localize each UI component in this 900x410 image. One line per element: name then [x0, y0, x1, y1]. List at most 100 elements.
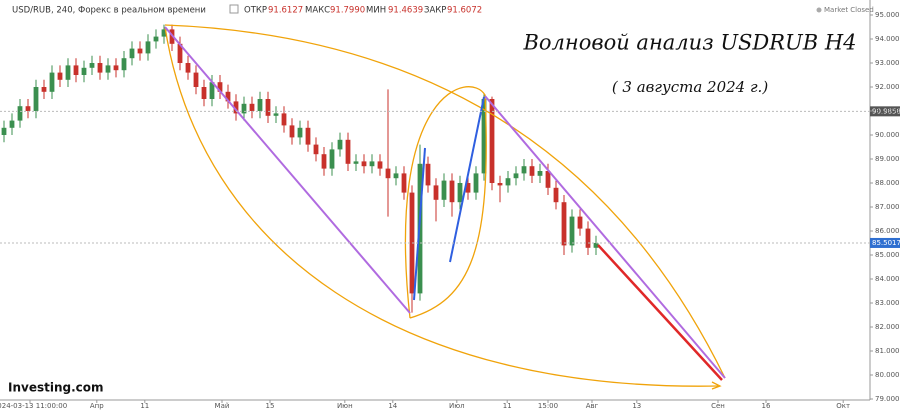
candle-body	[217, 82, 223, 92]
candle-body	[153, 36, 159, 42]
candle-body	[121, 58, 127, 71]
candle-body	[385, 168, 391, 179]
candle-body	[505, 178, 511, 186]
candle-body	[433, 185, 439, 200]
wave-line	[164, 26, 411, 314]
x-tick-label: 13	[632, 402, 641, 410]
candle-body	[545, 171, 551, 188]
wave-loop	[404, 86, 487, 319]
x-tick-label: 15	[266, 402, 275, 410]
candle-body	[225, 91, 231, 102]
candle-body	[233, 101, 239, 114]
candle-body	[457, 183, 463, 203]
y-tick-label: 89.0000	[875, 155, 900, 163]
ohlc-value: 91.7990	[330, 6, 365, 16]
candle-body	[25, 106, 31, 111]
price-tag	[870, 237, 900, 248]
price-tag-label: 90.9858	[872, 107, 900, 115]
candle-body	[329, 149, 335, 169]
candle-body	[113, 65, 119, 71]
x-tick-label: Апр	[90, 402, 104, 410]
candle-body	[81, 67, 87, 75]
y-tick-label: 83.0000	[875, 299, 900, 307]
ohlc-value: 91.6072	[447, 6, 482, 16]
candle-body	[89, 63, 95, 68]
x-tick-label: Июн	[337, 402, 353, 410]
candle-body	[353, 161, 359, 164]
wave-line	[484, 95, 726, 379]
chart-subtitle: ( 3 августа 2024 г.)	[612, 78, 769, 96]
symbol: USD/RUB, 240, Форекс в реальном времени	[12, 6, 206, 16]
candle-body	[73, 65, 79, 75]
candle-body	[17, 106, 23, 121]
y-tick-label: 94.0000	[875, 35, 900, 43]
candle-body	[393, 173, 399, 179]
candle-body	[265, 99, 271, 116]
candle-body	[321, 154, 327, 169]
y-tick-label: 92.0000	[875, 83, 900, 91]
candle-body	[129, 48, 135, 59]
price-markers: 90.9858 85.5017	[0, 106, 900, 248]
candles	[1, 24, 599, 313]
y-tick-label: 81.0000	[875, 347, 900, 355]
candle-body	[361, 161, 367, 167]
y-tick-label: 80.0000	[875, 371, 900, 379]
ohlc-label: ЗАКР	[424, 6, 446, 16]
icon	[229, 4, 239, 14]
chart-title: Волновой анализ USDRUB H4	[522, 31, 856, 55]
x-tick-label: 15:00	[538, 402, 558, 410]
candle-body	[297, 127, 303, 138]
logo: Investing.com	[8, 381, 104, 395]
candle-body	[201, 87, 207, 99]
x-tick-label: Май	[215, 402, 230, 410]
price-tag	[870, 106, 900, 117]
candle-body	[177, 43, 183, 63]
candle-body	[369, 161, 375, 167]
candle-body	[281, 113, 287, 126]
forecast-line	[597, 244, 723, 381]
y-tick-label: 90.0000	[875, 131, 900, 139]
y-tick-label: 82.0000	[875, 323, 900, 331]
y-tick-label: 95.0000	[875, 11, 900, 19]
x-tick-label: Авг	[586, 402, 599, 410]
price-tag-label: 85.5017	[872, 239, 900, 247]
x-tick-label: Июл	[449, 402, 465, 410]
candle-body	[553, 187, 559, 203]
candle-body	[241, 103, 247, 114]
candle-body	[97, 63, 103, 73]
y-tick-label: 93.0000	[875, 59, 900, 67]
wave-arc	[164, 26, 719, 387]
candle-body	[57, 72, 63, 80]
candle-body	[161, 29, 167, 37]
candle-body	[377, 161, 383, 169]
candle-body	[185, 63, 191, 73]
wave-line	[449, 96, 485, 263]
candle-body	[425, 163, 431, 186]
candle-body	[1, 127, 7, 135]
ohlc-label: МИН	[366, 6, 386, 16]
ohlc-value: 91.6127	[268, 6, 303, 16]
y-tick-label: 79.0000	[875, 395, 900, 403]
candle-body	[249, 103, 255, 111]
y-tick-label: 88.0000	[875, 179, 900, 187]
candle-body	[561, 202, 567, 246]
candle-body	[41, 87, 47, 92]
wave-line	[413, 147, 426, 301]
market-status: Market Closed	[824, 6, 874, 14]
candle-body	[401, 173, 407, 193]
x-tick-label: 16	[762, 402, 771, 410]
ohlc-label: ОТКР	[244, 6, 267, 16]
x-tick-label: 14	[388, 402, 397, 410]
candle-body	[105, 65, 111, 73]
candle-body	[345, 139, 351, 164]
candle-body	[585, 228, 591, 248]
candle-body	[593, 242, 599, 248]
candle-body	[49, 72, 55, 92]
candle-body	[273, 113, 279, 116]
arrow-head	[711, 381, 722, 390]
candle-body	[257, 99, 263, 111]
y-tick-label: 85.0000	[875, 251, 900, 259]
header: USD/RUB, 240, Форекс в реальном времени …	[12, 4, 874, 16]
y-tick-label: 86.0000	[875, 227, 900, 235]
